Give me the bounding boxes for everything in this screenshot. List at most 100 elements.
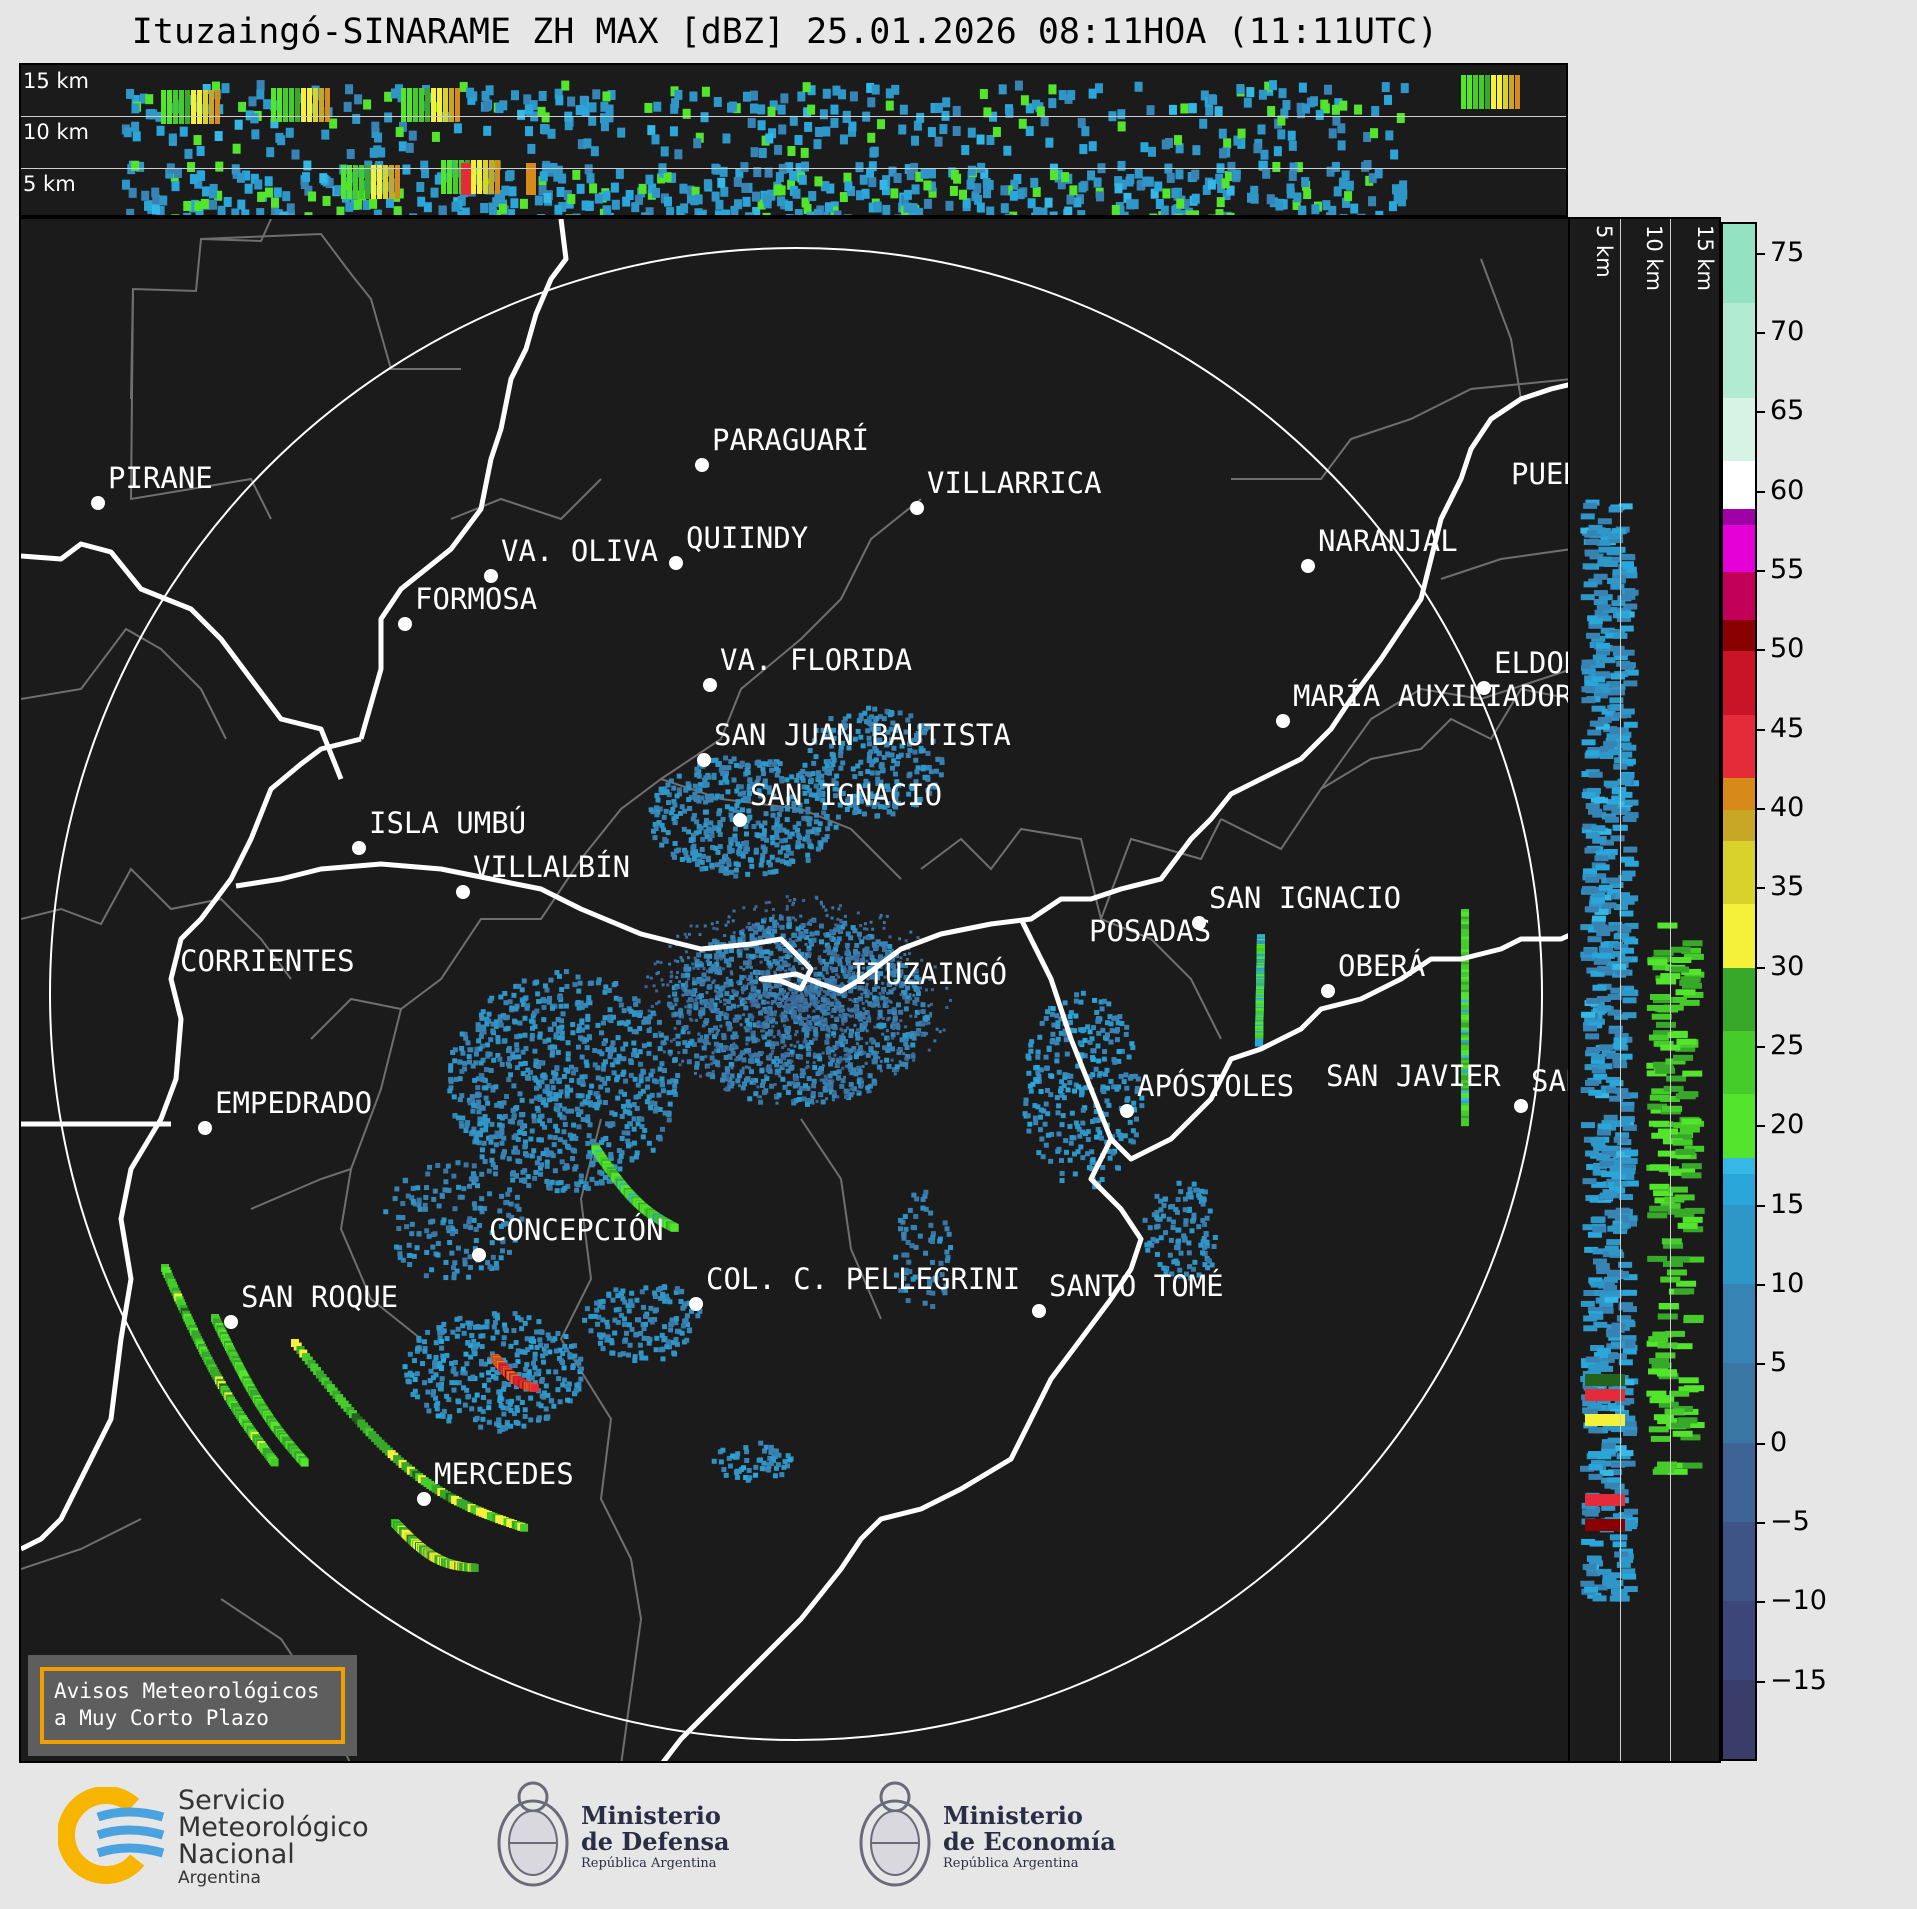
echo-pixel: [1078, 999, 1084, 1005]
echo-pixel: [443, 1275, 449, 1281]
echo-pixel: [774, 759, 780, 765]
echo-pixel: [595, 1101, 601, 1107]
echo-pixel: [486, 1405, 492, 1411]
echo-pixel: [771, 1045, 775, 1049]
echo-pixel: [829, 1047, 835, 1053]
echo-pixel: [839, 192, 848, 203]
echo-pixel: [753, 1052, 759, 1058]
echo-pixel: [1092, 1184, 1098, 1190]
echo-pixel: [700, 1007, 704, 1011]
echo-pixel: [875, 975, 881, 981]
echo-pixel: [774, 997, 778, 1001]
echo-pixel: [901, 1235, 907, 1241]
echo-pixel: [605, 1075, 611, 1081]
echo-pixel: [571, 1070, 577, 1076]
echo-pixel: [782, 1458, 788, 1464]
echo-pixel: [539, 1060, 545, 1066]
echo-pixel: [453, 123, 462, 134]
echo-pixel: [516, 983, 522, 989]
echo-pixel: [879, 1059, 883, 1063]
echo-pixel: [565, 1056, 571, 1062]
echo-pixel: [710, 1074, 716, 1080]
echo-pixel: [661, 789, 667, 795]
echo-pixel: [1125, 1096, 1131, 1102]
echo-pixel: [776, 811, 782, 817]
echo-pixel: [785, 1025, 791, 1031]
echo-pixel: [490, 1148, 496, 1154]
radar-map[interactable]: PIRANE PARAGUARÍ VILLARRICA QUIINDY VA. …: [19, 217, 1570, 1763]
echo-pixel: [700, 112, 709, 123]
echo-pixel: [628, 1008, 634, 1014]
echo-pixel: [1044, 197, 1053, 208]
echo-pixel: [656, 1092, 662, 1098]
echo-pixel: [1272, 161, 1281, 172]
echo-pixel: [722, 209, 731, 215]
echo-pixel: [824, 1039, 830, 1045]
echo-pixel: [728, 837, 734, 843]
echo-pixel: [482, 1158, 488, 1164]
echo-pixel: [613, 981, 619, 987]
echo-pixel: [557, 1148, 563, 1154]
echo-pixel: [845, 960, 851, 966]
echo-pixel: [836, 1075, 842, 1081]
echo-pixel: [755, 999, 759, 1003]
echo-pixel: [833, 210, 842, 215]
echo-pixel: [679, 183, 688, 194]
echo-pixel: [700, 978, 706, 984]
echo-pixel: [930, 1290, 936, 1296]
echo-pixel: [476, 1038, 482, 1044]
echo-pixel: [820, 1025, 826, 1031]
echo-pixel: [397, 1245, 403, 1251]
echo-pixel: [618, 1153, 624, 1159]
echo-pixel: [1107, 1155, 1113, 1161]
echo-pixel: [588, 115, 597, 126]
echo-pixel: [1296, 102, 1305, 113]
echo-pixel: [913, 779, 919, 785]
echo-pixel: [775, 857, 781, 863]
echo-pixel: [543, 192, 552, 203]
echo-pixel: [442, 1187, 448, 1193]
echo-pixel: [866, 741, 872, 747]
echo-pixel: [462, 1031, 468, 1037]
echo-pixel: [668, 1327, 674, 1333]
echo-pixel: [928, 769, 934, 775]
echo-pixel: [1089, 1166, 1095, 1172]
echo-pixel: [1503, 75, 1508, 109]
echo-pixel: [450, 1329, 456, 1335]
echo-pixel: [765, 1041, 771, 1047]
echo-pixel: [599, 1180, 605, 1186]
echo-pixel: [853, 997, 859, 1003]
echo-pixel: [623, 1337, 629, 1343]
echo-pixel: [467, 1376, 473, 1382]
echo-pixel: [474, 1415, 480, 1421]
echo-pixel: [811, 1078, 817, 1084]
echo-pixel: [502, 990, 508, 996]
echo-pixel: [478, 1012, 484, 1018]
echo-pixel: [706, 1071, 712, 1077]
echo-pixel: [785, 806, 791, 812]
echo-pixel: [464, 1361, 470, 1367]
echo-pixel: [832, 1070, 838, 1076]
echo-pixel: [942, 1290, 948, 1296]
echo-pixel: [371, 165, 376, 199]
echo-pixel: [716, 825, 722, 831]
echo-pixel: [709, 833, 715, 839]
echo-pixel: [550, 1153, 556, 1159]
echo-pixel: [1076, 1126, 1082, 1132]
echo-pixel: [564, 984, 570, 990]
echo-pixel: [465, 1040, 471, 1046]
echo-pixel: [480, 1395, 486, 1401]
echo-pixel: [1182, 1196, 1188, 1202]
echo-pixel: [584, 1045, 590, 1051]
echo-pixel: [873, 757, 879, 763]
echo-pixel: [1101, 1089, 1107, 1095]
echo-pixel: [798, 808, 804, 814]
echo-pixel: [830, 762, 836, 768]
echo-pixel: [661, 983, 665, 987]
echo-pixel: [905, 1053, 911, 1059]
echo-pixel: [422, 1380, 428, 1386]
echo-pixel: [304, 185, 313, 196]
echo-pixel: [753, 1472, 759, 1478]
echo-pixel: [908, 974, 912, 978]
echo-pixel: [496, 1422, 502, 1428]
